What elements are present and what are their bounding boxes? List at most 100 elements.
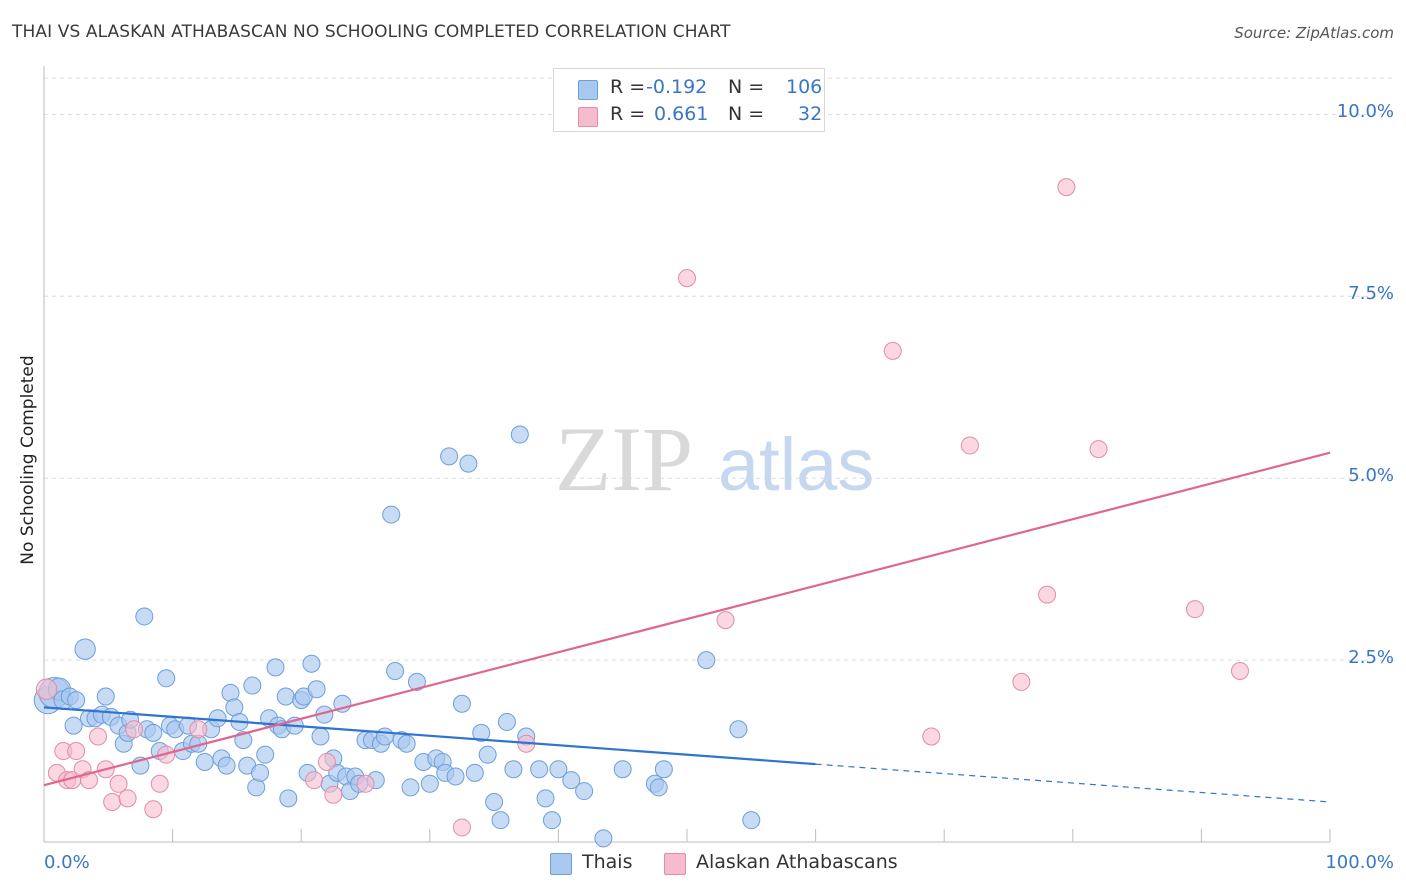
n-value: 106: [786, 76, 823, 98]
thai-point: [729, 720, 748, 739]
watermark-atlas: atlas: [718, 423, 874, 506]
thai-point: [452, 694, 471, 713]
y-tick-label: 5.0%: [1348, 465, 1394, 487]
r-value: 0.661: [654, 103, 709, 125]
alaskan-trend-line: [43, 451, 1331, 787]
r-value: -0.192: [646, 76, 708, 98]
thai-point: [144, 723, 163, 742]
thais-swatch: [550, 853, 572, 875]
thai-point: [302, 654, 321, 673]
alaskan-point: [150, 774, 169, 793]
thai-point: [594, 829, 613, 848]
alaskan-point: [305, 771, 324, 790]
trend-layer: [43, 451, 1331, 803]
thai-point: [243, 676, 262, 695]
n-label: N =: [728, 76, 765, 98]
thai-point: [459, 454, 478, 473]
alaskan-point: [716, 611, 735, 630]
thai-point: [575, 782, 594, 801]
thai-point: [420, 774, 439, 793]
alaskan-point: [356, 774, 375, 793]
thai-point: [208, 709, 227, 728]
thai-point: [407, 672, 426, 691]
thai-point: [742, 811, 761, 830]
alaskan-point: [922, 727, 941, 746]
alaskan-point: [678, 269, 696, 288]
watermark-zip: ZIP: [555, 408, 693, 510]
thai-trend-line: [43, 706, 816, 766]
thai-point: [256, 745, 275, 764]
legend-label-thais: Thais: [582, 851, 633, 873]
alaskan-point: [80, 771, 99, 790]
alaskan-point: [67, 742, 86, 761]
thai-point: [375, 727, 394, 746]
alaskan-point: [103, 792, 122, 811]
thai-point: [276, 687, 295, 706]
thai-point: [697, 651, 716, 670]
thai-point: [654, 760, 673, 779]
thai-point: [478, 745, 497, 764]
alaskan-point: [317, 752, 336, 771]
thai-point: [446, 767, 465, 786]
thai-point: [497, 712, 516, 731]
y-tick-label: 7.5%: [1348, 283, 1394, 305]
thai-swatch: [578, 80, 598, 100]
r-label: R =: [610, 76, 646, 98]
x-tick-label-max: 100.0%: [1325, 852, 1394, 873]
thai-point: [251, 763, 270, 782]
y-tick-label: 2.5%: [1348, 647, 1394, 669]
n-label: N =: [728, 103, 765, 125]
thai-point: [279, 789, 298, 808]
alaskan-point: [89, 727, 108, 746]
thai-point: [491, 811, 510, 830]
chart-source: Source: ZipAtlas.com: [1234, 24, 1394, 42]
thai-point: [307, 680, 326, 699]
thai-trend-extension: [815, 763, 1331, 803]
alaskan-point: [189, 720, 208, 739]
thai-point: [386, 662, 405, 681]
thai-point: [96, 687, 115, 706]
alaskan-point: [35, 678, 58, 700]
chart-title: THAI VS ALASKAN ATHABASCAN NO SCHOOLING …: [12, 22, 731, 42]
thai-point: [530, 760, 549, 779]
alaskan-point: [883, 341, 902, 360]
thai-point: [382, 505, 401, 524]
alaskan-point: [118, 789, 137, 808]
thai-point: [64, 716, 83, 735]
thai-point: [67, 691, 86, 710]
alaskan-point: [1230, 662, 1249, 681]
correlation-legend: R = -0.192 N = 106 R = 0.661 N = 32: [553, 68, 825, 132]
thai-point: [217, 756, 236, 775]
thai-point: [465, 763, 484, 782]
alaskan-point: [1057, 178, 1076, 197]
alaskan-point: [1012, 672, 1031, 691]
thai-point: [542, 811, 561, 830]
thai-point: [401, 778, 420, 797]
thai-point: [504, 760, 523, 779]
thai-point: [613, 760, 632, 779]
alaskan-swatch: [664, 853, 686, 875]
alaskan-point: [324, 785, 343, 804]
alaskan-point: [452, 818, 471, 837]
grid-layer: [44, 77, 1392, 661]
thai-point: [74, 638, 96, 660]
alaskan-swatch: [578, 107, 598, 127]
x-tick-label-min: 0.0%: [44, 852, 90, 873]
n-value: 32: [798, 103, 823, 125]
thai-point: [649, 778, 668, 797]
alaskan-point: [960, 436, 979, 455]
thai-point: [472, 723, 491, 742]
thai-point: [135, 607, 154, 626]
thai-point: [397, 734, 416, 753]
alaskan-point: [109, 774, 128, 793]
thai-point: [311, 727, 330, 746]
thai-point: [510, 425, 529, 444]
legend-label-alaskan: Alaskan Athabascans: [696, 851, 898, 873]
thai-point: [195, 752, 214, 771]
alaskan-point: [1038, 585, 1057, 604]
y-tick-label: 10.0%: [1336, 101, 1394, 123]
alaskan-point: [1185, 600, 1204, 619]
thai-point: [536, 789, 555, 808]
thai-point: [485, 792, 504, 811]
